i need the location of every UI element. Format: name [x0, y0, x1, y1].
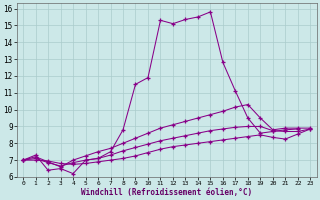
X-axis label: Windchill (Refroidissement éolien,°C): Windchill (Refroidissement éolien,°C)	[81, 188, 252, 197]
